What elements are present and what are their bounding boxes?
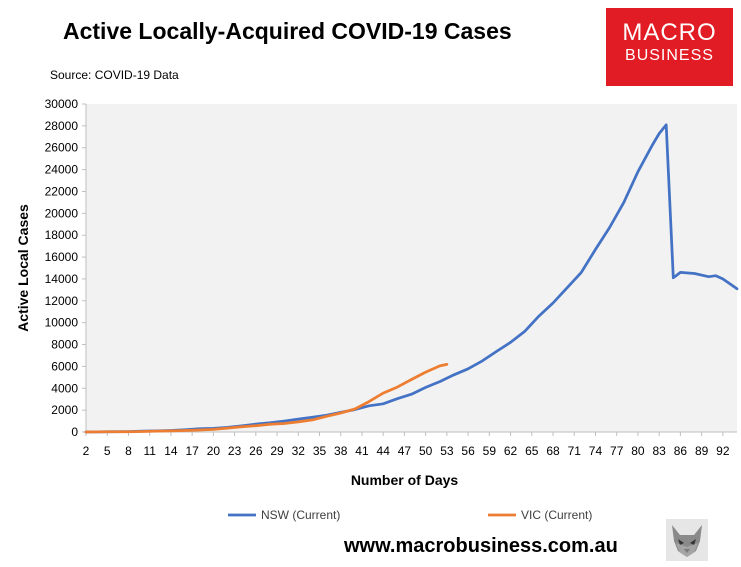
x-tick-label: 29: [270, 444, 284, 458]
x-tick-label: 62: [504, 444, 518, 458]
source-note: Source: COVID-19 Data: [50, 68, 179, 82]
x-tick-label: 32: [292, 444, 306, 458]
y-tick-label: 22000: [45, 184, 79, 198]
x-tick-label: 50: [419, 444, 433, 458]
x-tick-label: 71: [568, 444, 582, 458]
x-tick-label: 86: [674, 444, 688, 458]
x-tick-label: 74: [589, 444, 603, 458]
y-tick-label: 24000: [45, 163, 79, 177]
x-tick-label: 38: [334, 444, 348, 458]
legend-label: NSW (Current): [261, 508, 340, 522]
x-tick-label: 20: [207, 444, 221, 458]
x-tick-label: 53: [440, 444, 454, 458]
x-tick-label: 47: [398, 444, 412, 458]
y-tick-label: 8000: [51, 338, 78, 352]
y-tick-label: 20000: [45, 206, 79, 220]
x-tick-label: 5: [104, 444, 111, 458]
x-tick-label: 65: [525, 444, 539, 458]
y-tick-label: 2000: [51, 403, 78, 417]
y-tick-label: 16000: [45, 250, 79, 264]
y-tick-label: 0: [71, 425, 78, 439]
x-tick-label: 35: [313, 444, 327, 458]
x-tick-label: 41: [355, 444, 369, 458]
y-tick-label: 10000: [45, 316, 79, 330]
series-line-vic: [84, 363, 449, 434]
x-tick-label: 14: [164, 444, 178, 458]
x-tick-label: 89: [695, 444, 709, 458]
chart-title: Active Locally-Acquired COVID-19 Cases: [63, 18, 512, 44]
x-tick-label: 80: [631, 444, 645, 458]
x-tick-label: 8: [125, 444, 132, 458]
legend-label: VIC (Current): [521, 508, 592, 522]
y-tick-label: 30000: [45, 97, 79, 111]
x-tick-label: 83: [652, 444, 666, 458]
wolf-logo-icon: [666, 519, 708, 561]
x-tick-label: 68: [546, 444, 560, 458]
x-tick-label: 56: [461, 444, 475, 458]
y-tick-label: 4000: [51, 381, 78, 395]
x-tick-label: 11: [143, 444, 156, 458]
logo-line2: BUSINESS: [625, 47, 714, 64]
x-tick-label: 77: [610, 444, 624, 458]
y-tick-label: 26000: [45, 141, 79, 155]
macrobusiness-logo: MACRO BUSINESS: [606, 8, 733, 86]
x-tick-label: 26: [249, 444, 263, 458]
y-tick-label: 14000: [45, 272, 79, 286]
x-tick-label: 44: [377, 444, 391, 458]
logo-line1: MACRO: [622, 19, 717, 46]
x-tick-label: 17: [185, 444, 199, 458]
y-tick-label: 12000: [45, 294, 79, 308]
x-tick-label: 92: [716, 444, 730, 458]
y-tick-label: 6000: [51, 359, 78, 373]
y-tick-label: 18000: [45, 228, 79, 242]
legend: NSW (Current) VIC (Current): [228, 508, 592, 522]
x-axis-label: Number of Days: [351, 472, 459, 488]
website-url: www.macrobusiness.com.au: [344, 535, 618, 557]
x-tick-label: 23: [228, 444, 242, 458]
plot-area: [86, 104, 737, 432]
x-tick-label: 2: [83, 444, 90, 458]
x-tick-label: 59: [483, 444, 497, 458]
y-tick-label: 28000: [45, 119, 79, 133]
y-axis-label: Active Local Cases: [15, 204, 31, 332]
